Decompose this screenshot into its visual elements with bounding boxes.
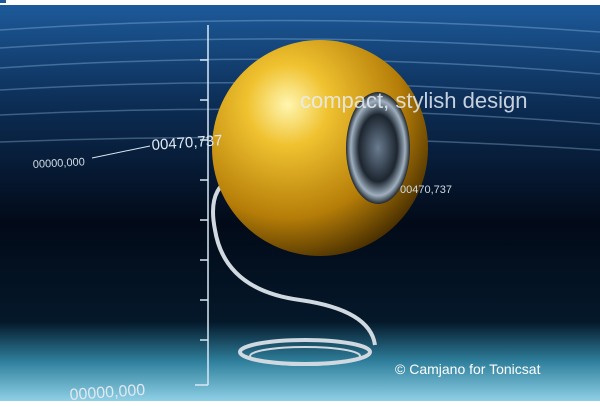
corner-mark [0, 0, 6, 3]
stand [211, 173, 377, 366]
readout: 00000,000 [69, 382, 146, 404]
readout: 00000,000 [33, 156, 86, 171]
readout: 00470,737 [400, 184, 452, 196]
axis [91, 25, 209, 386]
readout: 00470,737 [151, 132, 223, 154]
credit: © Camjano for Tonicsat [395, 361, 541, 377]
tagline: compact, stylish design [300, 88, 527, 113]
speaker-cone [346, 92, 410, 204]
